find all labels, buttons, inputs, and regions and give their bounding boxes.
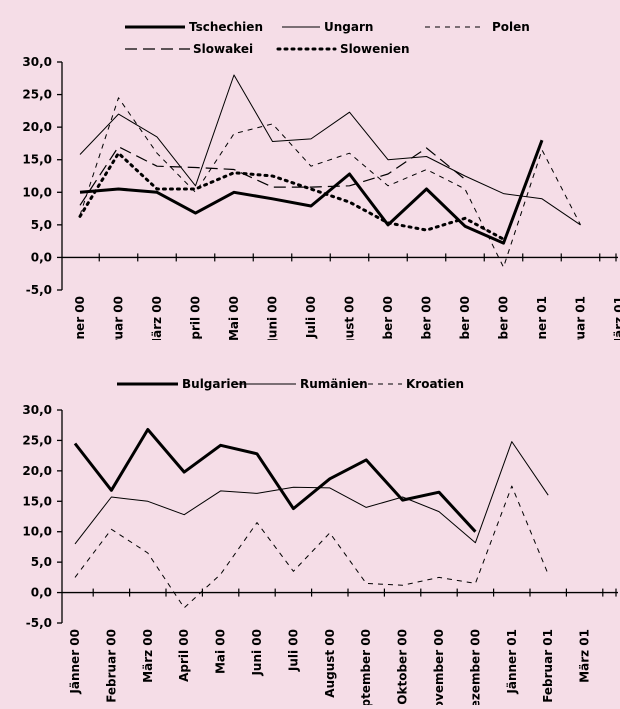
legend-label-polen: Polen (492, 20, 530, 34)
x-tick-label: April 00 (189, 296, 203, 340)
x-tick-label: Juni 00 (266, 296, 280, 340)
x-tick-label: Juli 00 (304, 296, 318, 339)
x-tick-label: November 00 (458, 296, 472, 340)
y-tick-label: 20,0 (22, 120, 52, 134)
legend-label-slowakei: Slowakei (193, 42, 253, 56)
x-tick-label: August 00 (343, 296, 357, 340)
y-tick-label: 0,0 (31, 586, 52, 600)
x-tick-label: März 01 (578, 629, 592, 683)
series-line-tschechien (79, 139, 544, 245)
x-tick-label: Jänner 01 (535, 296, 549, 340)
x-tick-label: Februar 00 (112, 296, 126, 340)
legend-label-tschechien: Tschechien (189, 20, 263, 34)
top-chart-panel: 30,0 25,0 20,0 15,0 10,0 5,0 0,0 -5,0 Jänner 00 F… (0, 0, 620, 391)
y-tick-label: 25,0 (22, 88, 52, 102)
series-line-kroatien (74, 485, 549, 609)
bottom-chart-panel: 30,0 25,0 20,0 15,0 10,0 5,0 0,0 -5,0 Jänner 00 F… (0, 365, 620, 709)
y-tick-label: 25,0 (22, 433, 52, 447)
x-tick-label: Dezember 00 (497, 296, 511, 340)
x-tick-label: Februar 00 (104, 629, 118, 703)
legend-label-ungarn: Ungarn (324, 20, 373, 34)
legend-label-slowenien: Slowenien (340, 42, 410, 56)
y-tick-label: 15,0 (22, 153, 52, 167)
x-tick-label: Februar 01 (541, 629, 555, 703)
x-tick-label: März 00 (141, 629, 155, 683)
x-tick-label: Dezember 00 (468, 629, 482, 705)
y-tick-label: 15,0 (22, 494, 52, 508)
y-tick-label: 5,0 (31, 555, 52, 569)
series-line-polen (79, 97, 581, 268)
series-line-slowenien (78, 151, 505, 241)
y-tick-label: 30,0 (22, 55, 52, 69)
x-tick-label: September 00 (359, 629, 373, 705)
bottom-line-chart: 30,0 25,0 20,0 15,0 10,0 5,0 0,0 -5,0 Jänner 00 F… (22, 377, 618, 709)
y-tick-label: 10,0 (22, 525, 52, 539)
series-line-bulgarien (73, 428, 477, 533)
top-line-chart: 30,0 25,0 20,0 15,0 10,0 5,0 0,0 -5,0 Jänner 00 F… (22, 20, 620, 391)
x-tick-label: Mai 00 (227, 296, 241, 340)
x-tick-label: Februar 01 (574, 296, 588, 340)
x-tick-label: März 00 (150, 296, 164, 340)
x-tick-label: August 00 (323, 629, 337, 698)
series-line-rumänien (74, 441, 549, 545)
x-tick-label: November 00 (432, 629, 446, 705)
x-tick-label: Jänner 01 (505, 629, 519, 695)
y-tick-label: 10,0 (22, 185, 52, 199)
y-tick-label: 20,0 (22, 464, 52, 478)
x-tick-label: Oktober 00 (420, 296, 434, 340)
x-tick-label: Juni 00 (250, 629, 264, 677)
y-tick-label: 5,0 (31, 218, 52, 232)
x-tick-label: Jänner 00 (73, 296, 87, 340)
y-tick-label: 30,0 (22, 403, 52, 417)
x-tick-label: Juli 00 (286, 629, 300, 672)
x-tick-label: März 01 (612, 296, 620, 340)
y-tick-label: -5,0 (26, 616, 52, 630)
x-tick-label: April 00 (177, 629, 191, 682)
y-tick-label: 0,0 (31, 250, 52, 264)
x-tick-label: Oktober 00 (396, 629, 410, 705)
x-tick-label: Mai 00 (214, 629, 228, 674)
series-line-slowakei (79, 146, 466, 206)
y-tick-label: -5,0 (26, 283, 52, 297)
legend-label-bulgarien: Bulgarien (182, 377, 247, 391)
legend-label-rumänien: Rumänien (300, 377, 368, 391)
series-line-ungarn (79, 74, 581, 226)
legend-label-kroatien: Kroatien (406, 377, 464, 391)
x-tick-label: September 00 (381, 296, 395, 340)
x-tick-label: Jänner 00 (68, 629, 82, 695)
